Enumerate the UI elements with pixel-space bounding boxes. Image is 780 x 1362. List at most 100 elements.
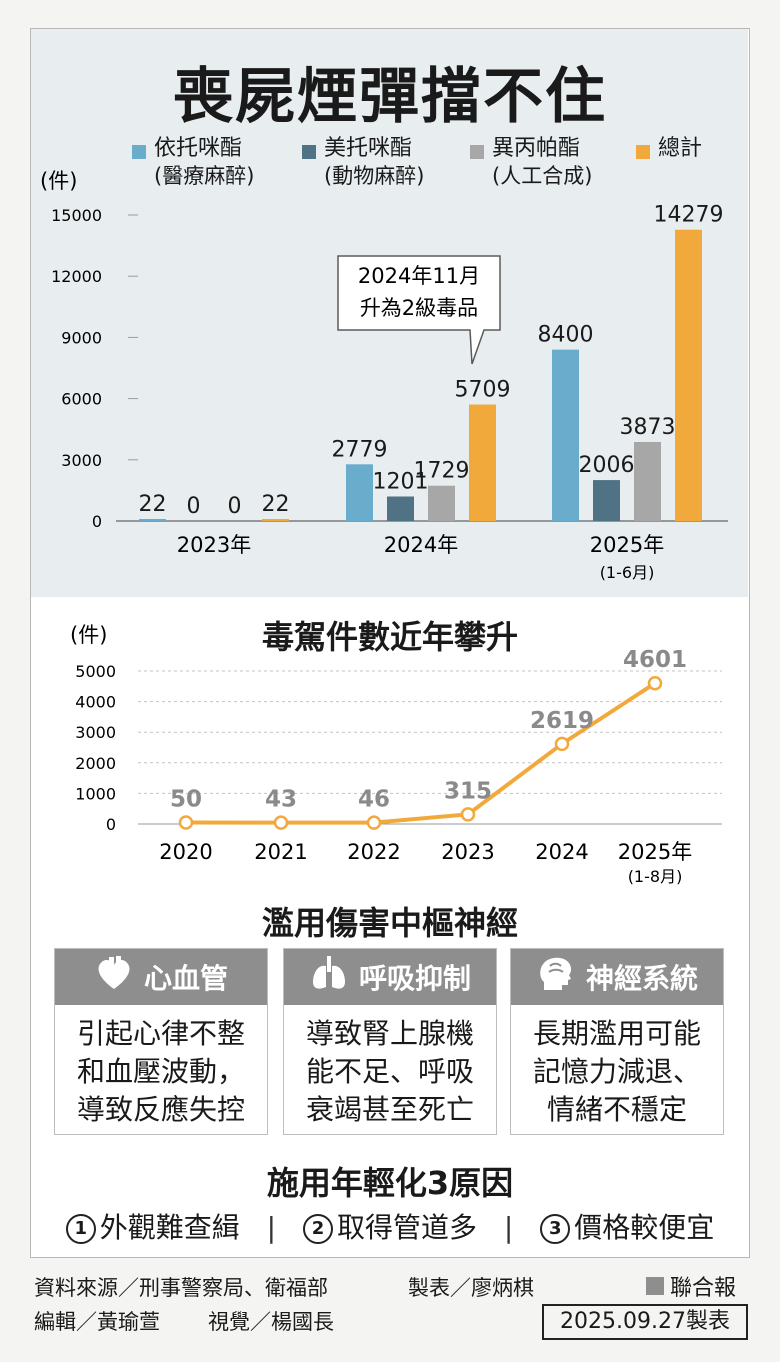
source-credit: 資料來源／刑事警察局、衛福部 (34, 1276, 328, 1300)
card-line: 導致腎上腺機 (305, 1017, 474, 1050)
point-value-label: 43 (265, 787, 297, 813)
y-tick-label: 4000 (75, 693, 116, 712)
bar (139, 519, 166, 521)
data-point (178, 815, 194, 830)
card-header: 神經系統 (511, 949, 723, 1005)
y-tick-label: 15000 (51, 206, 102, 225)
card-title: 神經系統 (585, 962, 698, 995)
card-line: 情緒不穩定 (546, 1093, 687, 1126)
reason-text: 價格較便宜 (574, 1211, 715, 1244)
legend-swatch (132, 145, 146, 159)
x-category-label: 2025年 (618, 840, 692, 864)
point-value-label: 46 (358, 787, 390, 813)
legend-swatch (636, 145, 650, 159)
x-category-label: 2024年 (384, 533, 458, 557)
y-tick-label: 12000 (51, 267, 102, 286)
card-line: 導致反應失控 (76, 1093, 245, 1126)
card-respiratory: 呼吸抑制 導致腎上腺機 能不足、呼吸 衰竭甚至死亡 (283, 948, 497, 1135)
x-category-label: 2025年 (590, 533, 664, 557)
reason-number: 2 (302, 1214, 333, 1244)
card-line: 衰竭甚至死亡 (305, 1093, 474, 1126)
legend-note: (動物麻醉) (324, 164, 425, 188)
card-line: 能不足、呼吸 (305, 1055, 474, 1088)
bar-value-label: 0 (187, 494, 201, 519)
point-value-label: 315 (444, 778, 492, 804)
x-category-note: (1-8月) (628, 867, 683, 886)
bar-chart: (件) 15000 12000 9000 6000 3000 0 22 0 0 22 2023年 277… (40, 169, 728, 582)
maker-credit: 製表／廖炳棋 (408, 1276, 534, 1300)
separator: | (503, 1211, 514, 1244)
data-point (460, 807, 476, 822)
bar (262, 519, 289, 521)
reason-item: 2 取得管道多 (302, 1211, 477, 1244)
card-line: 記憶力減退、 (532, 1055, 701, 1088)
bar (552, 349, 579, 521)
bar (428, 485, 455, 521)
lungs-icon (309, 954, 349, 1001)
line-chart-title: 毒駕件數近年攀升 (261, 618, 518, 656)
card-title: 呼吸抑制 (358, 962, 471, 995)
bar (469, 404, 496, 521)
bar-value-label: 14279 (654, 203, 724, 228)
x-category-label: 2021 (254, 840, 307, 864)
reasons-list: 1 外觀難查緝 | 2 取得管道多 | 3 價格較便宜 (0, 1206, 780, 1246)
callout-box (337, 255, 501, 365)
x-category-label: 2023 (441, 840, 494, 864)
x-category-label: 2020 (159, 840, 212, 864)
bar-value-label: 2779 (332, 437, 388, 462)
bar-value-label: 0 (228, 494, 242, 519)
legend-label: 依托咪酯 (154, 136, 243, 161)
card-line: 和血壓波動， (76, 1055, 245, 1088)
brand-mark: 聯合報 (646, 1270, 736, 1302)
reason-number: 1 (65, 1214, 96, 1244)
card-header: 心血管 (55, 949, 267, 1005)
legend-item-metomidate: 美托咪酯 (動物麻醉) (302, 136, 424, 190)
data-point (647, 675, 663, 691)
main-title: 喪屍煙彈擋不住 (173, 62, 607, 132)
y-tick-label: 6000 (61, 390, 102, 409)
line-chart: (件) 5000 4000 3000 2000 1000 0 50 2020 43 2021 46 20… (70, 623, 722, 886)
y-tick-label: 1000 (75, 784, 116, 803)
bar-value-label: 2006 (579, 453, 635, 478)
legend-label: 美托咪酯 (324, 136, 413, 161)
reason-text: 外觀難查緝 (99, 1211, 240, 1244)
card-header: 呼吸抑制 (284, 949, 496, 1005)
legend-item-propoxate: 異丙帕酯 (人工合成) (470, 136, 592, 190)
callout-line: 2024年11月 (358, 264, 480, 288)
card-title: 心血管 (143, 962, 228, 995)
point-value-label: 50 (170, 786, 202, 812)
y-tick-label: 0 (92, 512, 102, 531)
reason-item: 1 外觀難查緝 (65, 1211, 240, 1244)
reason-number: 3 (540, 1214, 571, 1244)
cns-title: 濫用傷害中樞神經 (261, 904, 518, 942)
y-axis-label: (件) (70, 623, 107, 647)
bar-value-label: 22 (139, 492, 167, 517)
point-value-label: 2619 (530, 708, 594, 734)
brand-square-icon (646, 1277, 664, 1295)
legend-note: (人工合成) (492, 164, 593, 188)
y-tick-label: 9000 (61, 328, 102, 347)
separator: | (266, 1211, 277, 1244)
bar-value-label: 1729 (414, 459, 470, 484)
legend-note: (醫療麻醉) (154, 164, 255, 188)
x-category-label: 2023年 (177, 533, 251, 557)
y-tick-label: 5000 (75, 662, 116, 681)
bar-value-label: 1201 (373, 469, 429, 494)
bar (634, 441, 661, 521)
y-tick-label: 0 (106, 815, 116, 834)
data-point (366, 815, 382, 830)
x-category-label: 2022 (347, 840, 400, 864)
legend-label: 總計 (658, 136, 703, 161)
brain-icon (536, 954, 576, 1001)
bar (675, 229, 702, 521)
data-point (554, 736, 570, 752)
legend-item-total: 總計 (636, 136, 702, 162)
visual-credit: 視覺／楊國長 (208, 1310, 334, 1334)
card-line: 長期濫用可能 (532, 1017, 701, 1050)
y-tick-label: 3000 (75, 723, 116, 742)
heart-icon (94, 954, 134, 1001)
bar-value-label: 8400 (538, 323, 594, 348)
card-line: 引起心律不整 (76, 1017, 245, 1050)
card-nervous-system: 神經系統 長期濫用可能 記憶力減退、 情緒不穩定 (510, 948, 724, 1135)
